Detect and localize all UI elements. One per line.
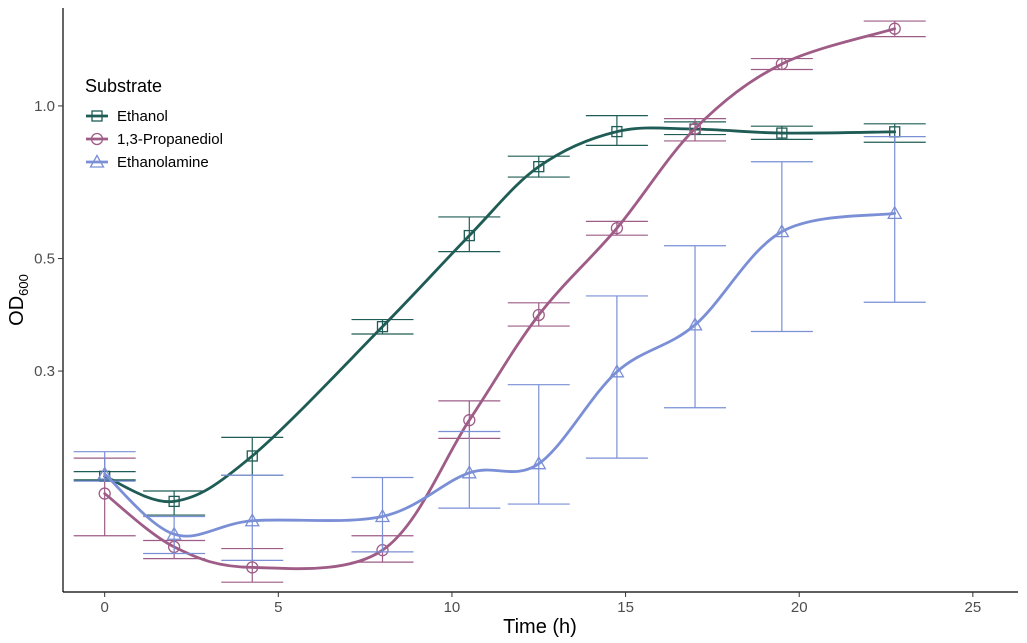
x-tick-label: 5 bbox=[274, 599, 282, 616]
series-line bbox=[103, 126, 897, 503]
x-tick-label: 10 bbox=[444, 599, 461, 616]
legend-item: Ethanol bbox=[86, 108, 168, 125]
data-point bbox=[246, 450, 258, 462]
series-ethanol bbox=[73, 115, 926, 516]
data-point bbox=[611, 125, 623, 138]
data-point bbox=[376, 321, 389, 333]
data-point bbox=[887, 205, 903, 219]
data-point bbox=[463, 229, 475, 242]
data-point bbox=[97, 466, 113, 480]
x-tick-label: 0 bbox=[101, 599, 109, 616]
data-point bbox=[246, 561, 259, 574]
legend-key-marker bbox=[91, 110, 103, 122]
data-point bbox=[531, 455, 547, 470]
series-1-3-propanediol bbox=[73, 20, 926, 583]
data-point bbox=[610, 222, 624, 235]
data-point bbox=[98, 487, 111, 500]
y-tick-label: 0.5 bbox=[34, 251, 55, 268]
data-point bbox=[688, 122, 702, 135]
legend-item: Ethanolamine bbox=[86, 154, 209, 171]
data-point bbox=[374, 508, 391, 523]
data-point bbox=[463, 414, 476, 427]
y-axis-title-subscript: 600 bbox=[16, 274, 31, 296]
legend-label: 1,3-Propanediol bbox=[117, 131, 223, 148]
data-point bbox=[532, 308, 545, 322]
data-point bbox=[775, 57, 789, 71]
x-tick-label: 15 bbox=[617, 599, 634, 616]
legend-key-marker bbox=[90, 132, 104, 146]
y-axis-title-main: OD bbox=[6, 296, 28, 326]
y-tick-label: 1.0 bbox=[34, 98, 55, 115]
x-tick-label: 20 bbox=[791, 599, 808, 616]
x-tick-label: 25 bbox=[965, 599, 982, 616]
y-axis-title: OD600 bbox=[6, 274, 31, 326]
legend-title: Substrate bbox=[85, 76, 162, 96]
legend-label: Ethanol bbox=[117, 108, 168, 125]
y-tick-label: 0.3 bbox=[34, 363, 55, 380]
data-point bbox=[244, 512, 260, 527]
data-point bbox=[774, 223, 790, 238]
data-point bbox=[888, 22, 901, 35]
x-ticks: 0 5 10 15 20 25 bbox=[101, 592, 982, 616]
data-point bbox=[461, 464, 477, 479]
axes bbox=[62, 8, 1018, 593]
data-point bbox=[776, 127, 788, 139]
data-point bbox=[687, 317, 703, 331]
series-line bbox=[103, 27, 897, 571]
series-line bbox=[103, 211, 897, 538]
data-point bbox=[168, 495, 180, 508]
data-point bbox=[166, 526, 182, 540]
y-ticks: 0.3 0.5 1.0 bbox=[34, 98, 63, 380]
legend-label: Ethanolamine bbox=[117, 154, 209, 171]
series-layer bbox=[73, 20, 926, 583]
data-point bbox=[609, 363, 625, 378]
x-axis-title: Time (h) bbox=[503, 616, 577, 638]
data-point bbox=[533, 161, 545, 173]
series-ethanolamine bbox=[73, 135, 926, 561]
legend: Substrate Ethanol 1,3-Propanediol Ethanola… bbox=[85, 76, 223, 171]
legend-item: 1,3-Propanediol bbox=[86, 131, 223, 148]
legend-key-marker bbox=[89, 154, 105, 168]
